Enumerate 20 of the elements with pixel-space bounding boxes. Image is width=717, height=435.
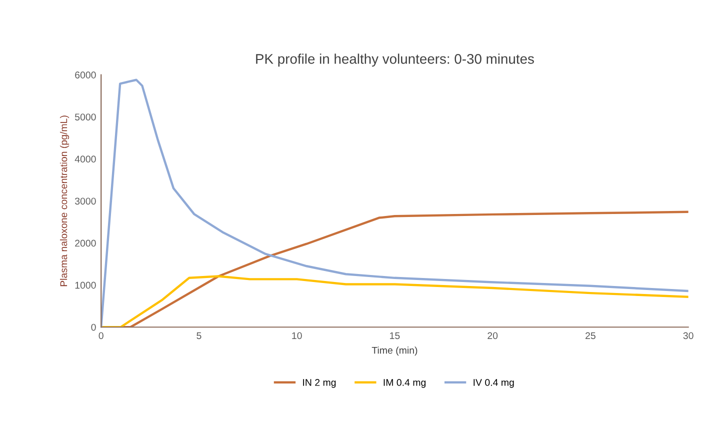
x-tick-label: 10 [292,332,302,340]
x-tick-label: 30 [683,332,694,340]
x-tick-label: 25 [586,332,596,340]
y-tick-label: 4000 [74,156,96,163]
legend-label: IM 0.4 mg [384,379,426,388]
x-axis-title: Time (min) [372,346,418,356]
x-tick-label: 20 [488,332,498,340]
y-tick-label: 0 [91,324,96,331]
x-tick-label: 15 [390,332,400,340]
y-tick-label: 1000 [75,282,96,289]
x-tick-label: 0 [98,332,104,340]
y-tick-label: 6000 [75,72,96,78]
legend-label: IN 2 mg [303,379,336,388]
y-tick-label: 2000 [75,240,96,247]
y-axis-title: Plasma naloxone concentration (pg/mL) [60,116,70,286]
legend-label: IV 0.4 mg [474,379,514,388]
y-tick-label: 5000 [75,114,96,120]
chart-title: PK profile in healthy volunteers: 0-30 minutes [256,54,534,67]
y-tick-label: 3000 [74,198,96,205]
x-tick-label: 5 [196,332,202,340]
